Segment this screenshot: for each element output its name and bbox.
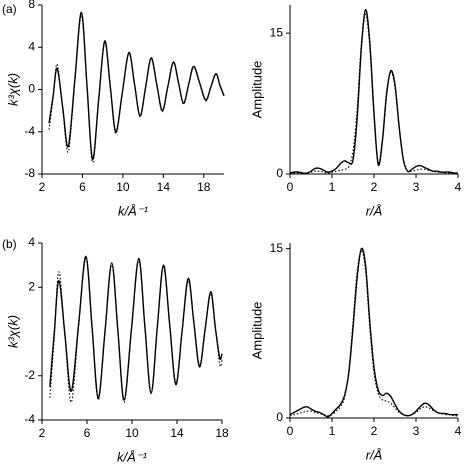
x-tick-label: 0 <box>287 180 294 194</box>
x-tick-label: 2 <box>371 180 378 194</box>
y-axis-label: Amplitude <box>249 302 264 360</box>
y-tick-label: 8 <box>28 0 35 11</box>
x-tick-label: 14 <box>170 426 184 440</box>
y-tick-label: -2 <box>24 368 35 382</box>
panel-label: (a) <box>2 2 17 16</box>
x-axis-label: r/Å <box>366 203 383 218</box>
y-tick-label: 0 <box>28 82 35 96</box>
x-axis-label: k/Å⁻¹ <box>118 203 149 218</box>
x-tick-label: 0 <box>287 424 294 438</box>
x-axis-label: r/Å <box>366 447 383 462</box>
data-line <box>289 8 459 174</box>
panel-label: (b) <box>2 237 17 251</box>
x-tick-label: 3 <box>413 180 420 194</box>
y-axis-label: k³χ(k) <box>5 73 20 106</box>
y-tick-label: 2 <box>28 279 35 293</box>
x-tick-label: 14 <box>157 180 171 194</box>
y-axis-label: Amplitude <box>249 61 264 119</box>
x-tick-label: 10 <box>125 426 139 440</box>
y-tick-label: 4 <box>28 39 35 53</box>
data-line <box>48 11 225 160</box>
y-tick-label: 4 <box>28 235 35 249</box>
data-line <box>49 257 223 403</box>
x-tick-label: 4 <box>455 424 462 438</box>
y-tick-label: 15 <box>270 241 284 255</box>
y-axis-label: k³χ(k) <box>5 315 20 348</box>
y-tick-label: -4 <box>24 412 35 426</box>
x-tick-label: 2 <box>371 424 378 438</box>
x-tick-label: 6 <box>84 426 91 440</box>
x-tick-label: 4 <box>455 180 462 194</box>
data-line <box>48 15 225 163</box>
x-tick-label: 1 <box>329 180 336 194</box>
x-tick-label: 3 <box>413 424 420 438</box>
data-line <box>289 13 459 174</box>
data-line <box>289 247 458 418</box>
y-tick-label: 0 <box>276 410 283 424</box>
x-tick-label: 18 <box>215 426 229 440</box>
y-tick-label: 0 <box>276 166 283 180</box>
data-line <box>49 255 223 401</box>
x-tick-label: 1 <box>329 424 336 438</box>
x-axis-label: k/Å⁻¹ <box>117 449 148 464</box>
x-tick-label: 6 <box>79 180 86 194</box>
data-line <box>289 250 459 417</box>
x-tick-label: 2 <box>39 426 46 440</box>
x-tick-label: 2 <box>39 180 46 194</box>
y-tick-label: -8 <box>24 166 35 180</box>
x-tick-label: 18 <box>197 180 211 194</box>
x-tick-label: 10 <box>116 180 130 194</box>
y-tick-label: 15 <box>270 25 284 39</box>
y-tick-label: -4 <box>24 124 35 138</box>
